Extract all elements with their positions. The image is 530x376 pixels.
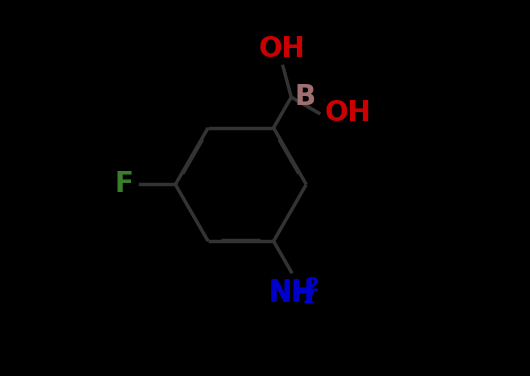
Text: NH: NH — [268, 279, 314, 308]
Text: F: F — [115, 170, 134, 199]
Text: NH: NH — [268, 278, 314, 306]
Text: $_2$: $_2$ — [302, 278, 315, 306]
Text: OH: OH — [258, 35, 305, 62]
Text: 2: 2 — [305, 276, 319, 296]
Text: OH: OH — [325, 99, 372, 127]
Text: B: B — [294, 83, 315, 111]
